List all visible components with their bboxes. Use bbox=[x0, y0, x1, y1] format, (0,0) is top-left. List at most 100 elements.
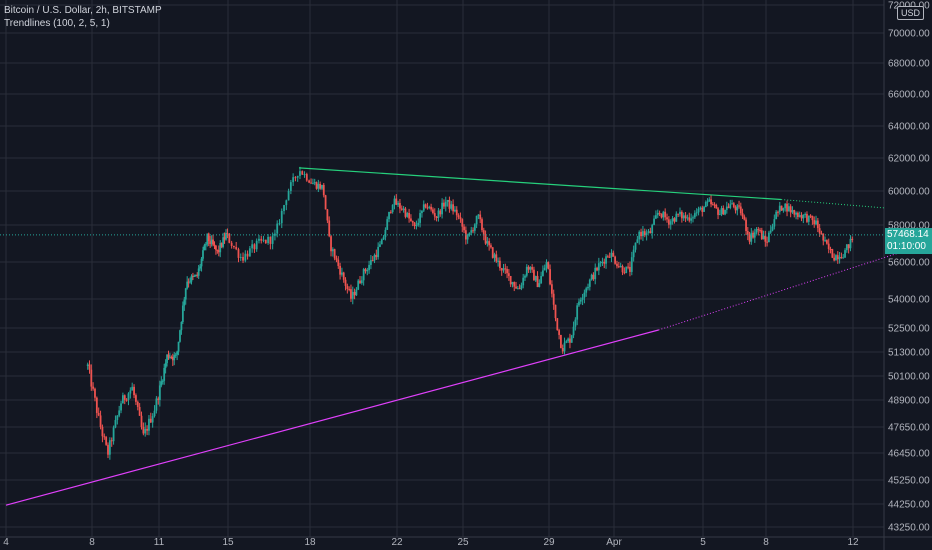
candle-body bbox=[506, 269, 508, 274]
candle-body bbox=[849, 238, 852, 249]
support-trendline[interactable] bbox=[5, 329, 659, 506]
candle-body bbox=[408, 212, 410, 219]
candle-body bbox=[142, 426, 145, 434]
candle-body bbox=[757, 229, 760, 231]
candle-body bbox=[768, 232, 770, 242]
y-tick-label: 62000.00 bbox=[888, 154, 930, 165]
candle-body bbox=[583, 292, 586, 298]
candle-body bbox=[625, 266, 628, 274]
candle-body bbox=[136, 401, 139, 407]
candle-body bbox=[212, 239, 214, 245]
candle-body bbox=[617, 266, 620, 268]
candle-body bbox=[103, 436, 106, 438]
candle-body bbox=[437, 210, 440, 218]
candle-body bbox=[379, 244, 381, 247]
candle-body bbox=[708, 199, 711, 202]
candle-body bbox=[701, 207, 704, 212]
candle-body bbox=[558, 330, 561, 335]
candle-body bbox=[844, 250, 846, 258]
candle-body bbox=[656, 212, 659, 216]
x-tick-label: 25 bbox=[457, 537, 469, 548]
x-tick-label: 8 bbox=[89, 537, 95, 548]
candle-body bbox=[399, 203, 401, 209]
resistance-trendline[interactable] bbox=[299, 167, 782, 201]
candle-body bbox=[470, 230, 473, 233]
candle-body bbox=[653, 218, 655, 225]
candle-body bbox=[686, 217, 689, 219]
candle-body bbox=[713, 204, 716, 206]
candle-body bbox=[699, 207, 702, 209]
candle-body bbox=[619, 266, 622, 268]
candle-body bbox=[105, 437, 108, 445]
candle-body bbox=[251, 244, 254, 249]
candle-body bbox=[455, 209, 458, 216]
candle-body bbox=[649, 231, 652, 234]
candle-body bbox=[433, 213, 436, 217]
candle-body bbox=[149, 418, 152, 423]
candle-body bbox=[632, 249, 635, 258]
candle-body bbox=[173, 355, 176, 361]
candle-body bbox=[202, 250, 204, 259]
candle-body bbox=[371, 260, 374, 262]
candle-body bbox=[782, 208, 785, 211]
candle-body bbox=[815, 220, 817, 225]
candle-body bbox=[370, 260, 372, 265]
x-tick-label: 15 bbox=[222, 537, 234, 548]
candle-body bbox=[417, 222, 420, 226]
candle-body bbox=[638, 231, 641, 240]
candle-body bbox=[666, 217, 668, 220]
candle-body bbox=[404, 208, 407, 217]
candle-body bbox=[174, 354, 177, 356]
candle-body bbox=[829, 248, 832, 250]
candle-body bbox=[193, 276, 196, 278]
candle-body bbox=[682, 215, 685, 219]
candle-body bbox=[419, 213, 421, 223]
candle-body bbox=[187, 281, 190, 283]
candle-body bbox=[258, 238, 260, 241]
y-tick-label: 44250.00 bbox=[888, 500, 930, 511]
candle-body bbox=[209, 241, 212, 244]
candle-body bbox=[411, 221, 414, 223]
candle-body bbox=[738, 205, 740, 207]
chart-legend: Bitcoin / U.S. Dollar, 2h, BITSTAMP Tren… bbox=[4, 4, 162, 30]
candle-body bbox=[129, 390, 132, 394]
candle-body bbox=[732, 203, 735, 208]
x-tick-label: 12 bbox=[847, 537, 859, 548]
candle-body bbox=[317, 183, 320, 189]
candle-body bbox=[351, 291, 354, 299]
candle-body bbox=[219, 243, 222, 253]
candle-body bbox=[120, 403, 122, 411]
candle-body bbox=[225, 233, 227, 240]
candle-body bbox=[581, 297, 584, 300]
candle-body bbox=[94, 388, 96, 398]
candle-body bbox=[123, 395, 126, 400]
candle-body bbox=[629, 266, 631, 272]
candle-body bbox=[330, 236, 332, 252]
candle-body bbox=[831, 249, 834, 258]
y-tick-label: 70000.00 bbox=[888, 29, 930, 40]
candle-body bbox=[835, 255, 837, 261]
candle-body bbox=[645, 232, 648, 236]
candle-body bbox=[769, 230, 772, 233]
indicator-label[interactable]: Trendlines (100, 2, 5, 1) bbox=[4, 18, 110, 29]
symbol-title[interactable]: Bitcoin / U.S. Dollar, 2h, BITSTAMP bbox=[4, 5, 162, 16]
currency-badge[interactable]: USD bbox=[896, 6, 924, 20]
candle-body bbox=[550, 284, 553, 294]
candle-body bbox=[192, 275, 194, 277]
candle-body bbox=[386, 219, 389, 230]
x-tick-label: 5 bbox=[700, 537, 706, 548]
candle-body bbox=[235, 246, 238, 250]
candle-body bbox=[274, 233, 276, 236]
candle-body bbox=[845, 244, 848, 251]
candle-body bbox=[764, 235, 767, 242]
y-tick-label: 66000.00 bbox=[888, 90, 930, 101]
candle-body bbox=[280, 210, 283, 224]
candle-body bbox=[640, 231, 642, 237]
candle-body bbox=[364, 269, 367, 272]
candle-body bbox=[285, 200, 288, 206]
candle-body bbox=[125, 399, 128, 401]
candle-body bbox=[339, 265, 341, 275]
candle-body bbox=[612, 252, 615, 257]
